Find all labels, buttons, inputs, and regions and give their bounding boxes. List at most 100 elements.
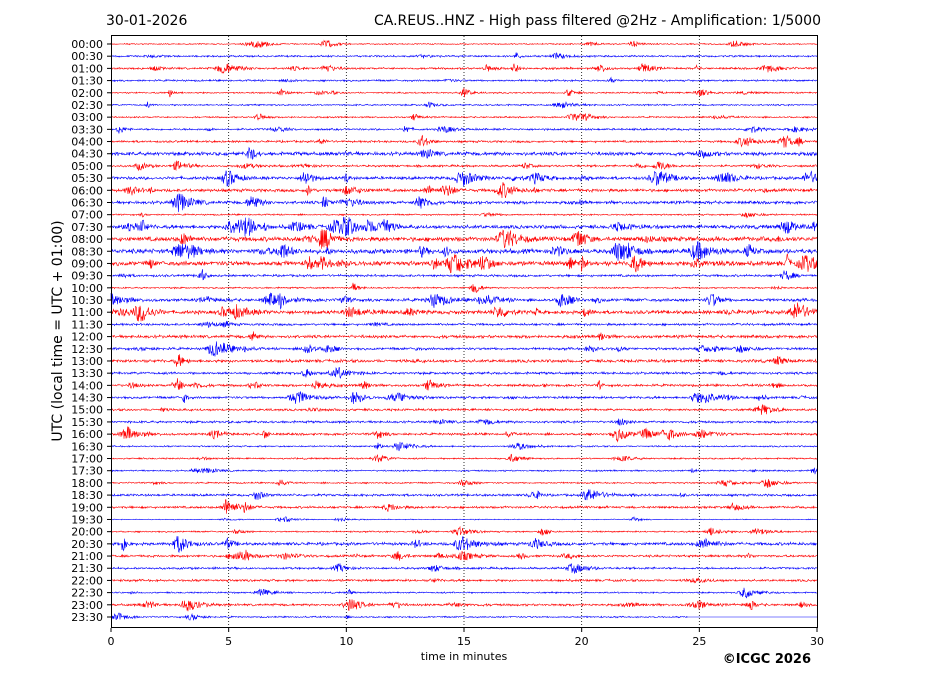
y-tick-label: 01:30	[71, 75, 103, 88]
trace-2130	[110, 563, 818, 574]
y-tick-label: 07:30	[71, 221, 103, 234]
trace-2200	[110, 577, 818, 584]
y-tick-label: 11:00	[71, 306, 103, 319]
trace-1530	[110, 418, 818, 426]
trace-1400	[110, 378, 818, 391]
y-tick-label: 04:00	[71, 136, 103, 149]
y-tick-label: 03:30	[71, 123, 103, 136]
y-tick-label: 23:00	[71, 599, 103, 612]
trace-2030	[110, 536, 818, 554]
trace-1430	[110, 391, 818, 405]
trace-1230	[110, 341, 818, 357]
y-tick-label: 23:30	[71, 611, 103, 624]
y-tick-label: 06:30	[71, 196, 103, 209]
trace-1930	[110, 516, 818, 523]
y-tick-label: 08:00	[71, 233, 103, 246]
y-tick-label: 10:30	[71, 294, 103, 307]
y-tick-label: 09:30	[71, 270, 103, 283]
x-tick-label: 20	[575, 635, 589, 648]
y-tick-label: 12:30	[71, 343, 103, 356]
y-tick-label: 16:30	[71, 440, 103, 453]
y-tick-label: 14:00	[71, 379, 103, 392]
date-label: 30-01-2026	[106, 13, 187, 29]
x-tick-label: 30	[810, 635, 824, 648]
trace-0430	[110, 146, 818, 160]
y-tick-label: 17:00	[71, 453, 103, 466]
y-tick-label: 05:00	[71, 160, 103, 173]
x-tick-label: 0	[108, 635, 115, 648]
y-tick-label: 12:00	[71, 331, 103, 344]
y-tick-label: 10:00	[71, 282, 103, 295]
trace-1330	[110, 367, 818, 379]
trace-1800	[110, 479, 818, 488]
y-tick-label: 11:30	[71, 318, 103, 331]
y-tick-label: 07:00	[71, 209, 103, 222]
y-tick-label: 21:00	[71, 550, 103, 563]
trace-2000	[110, 525, 818, 536]
trace-0230	[110, 101, 817, 109]
y-tick-label: 22:00	[71, 574, 103, 587]
trace-0000	[110, 39, 818, 48]
y-axis-label: UTC (local time = UTC + 01:00)	[50, 220, 66, 441]
y-tick-label: 01:00	[71, 62, 103, 75]
y-tick-label: 03:00	[71, 111, 103, 124]
y-tick-label: 20:30	[71, 538, 103, 551]
trace-1000	[110, 282, 818, 294]
chart-title: CA.REUS..HNZ - High pass filtered @2Hz -…	[374, 13, 821, 29]
trace-1630	[110, 441, 818, 452]
trace-1130	[110, 320, 818, 328]
trace-1100	[110, 302, 818, 322]
y-tick-label: 13:30	[71, 367, 103, 380]
trace-0800	[110, 229, 818, 249]
trace-1600	[110, 426, 818, 443]
trace-1700	[110, 453, 818, 463]
y-tick-label: 09:00	[71, 257, 103, 270]
x-tick-label: 10	[339, 635, 353, 648]
trace-0500	[110, 160, 818, 172]
trace-0600	[110, 182, 818, 199]
trace-1500	[110, 404, 818, 415]
trace-0130	[110, 76, 817, 83]
trace-1200	[110, 331, 818, 341]
trace-1830	[110, 489, 818, 501]
trace-1300	[110, 354, 818, 367]
y-tick-label: 15:00	[71, 404, 103, 417]
trace-2330	[110, 612, 688, 621]
x-tick-label: 25	[692, 635, 706, 648]
trace-1030	[110, 292, 818, 310]
y-tick-label: 08:30	[71, 245, 103, 258]
y-tick-label: 02:30	[71, 99, 103, 112]
y-tick-label: 04:30	[71, 148, 103, 161]
trace-2100	[110, 549, 818, 561]
y-tick-label: 19:30	[71, 513, 103, 526]
y-tick-label: 05:30	[71, 172, 103, 185]
y-tick-label: 14:30	[71, 392, 103, 405]
trace-2300	[110, 599, 818, 612]
trace-0530	[110, 170, 818, 187]
trace-0030	[110, 52, 818, 60]
trace-0630	[110, 193, 818, 213]
copyright: ©ICGC 2026	[723, 652, 811, 667]
y-tick-label: 19:00	[71, 501, 103, 514]
trace-0730	[110, 216, 818, 237]
y-tick-label: 20:00	[71, 526, 103, 539]
x-axis-label: time in minutes	[421, 650, 508, 663]
y-tick-label: 18:00	[71, 477, 103, 490]
y-tick-label: 18:30	[71, 489, 103, 502]
trace-1730	[110, 467, 818, 475]
y-tick-label: 00:30	[71, 50, 103, 63]
trace-0930	[110, 269, 818, 281]
y-tick-label: 00:00	[71, 38, 103, 51]
trace-0100	[110, 62, 818, 74]
x-tick-label: 15	[457, 635, 471, 648]
plot-frame	[111, 35, 818, 628]
y-tick-label: 21:30	[71, 562, 103, 575]
y-tick-label: 15:30	[71, 416, 103, 429]
x-tick-label: 5	[225, 635, 232, 648]
y-tick-label: 17:30	[71, 465, 103, 478]
trace-0300	[110, 113, 817, 121]
trace-0700	[110, 211, 818, 219]
y-tick-label: 02:00	[71, 87, 103, 100]
trace-0830	[110, 240, 818, 261]
